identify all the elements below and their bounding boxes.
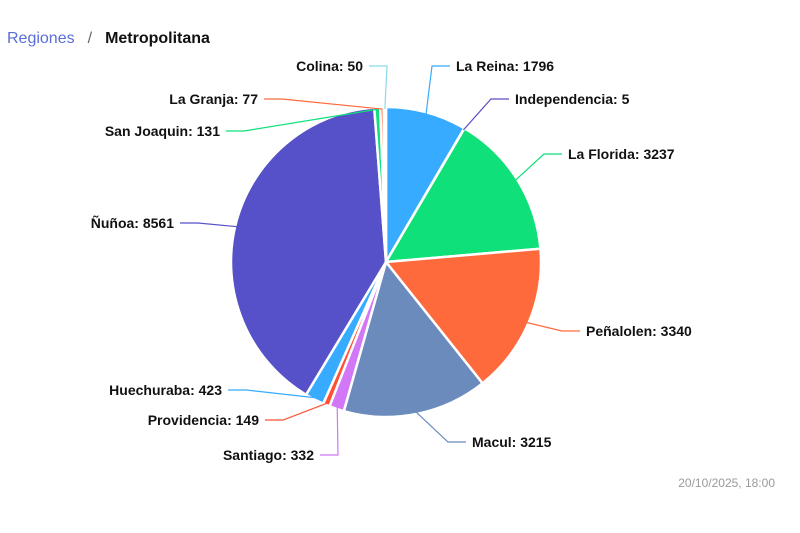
slice-label-independencia: Independencia: 5: [515, 91, 630, 107]
slice-label-nunoa: Ñuñoa: 8561: [91, 214, 174, 231]
leader-line-providencia: [265, 402, 328, 421]
slice-label-penalolen: Peñalolen: 3340: [586, 323, 692, 339]
leader-line-macul: [415, 411, 466, 443]
leader-line-huechuraba: [228, 389, 316, 399]
slice-label-colina: Colina: 50: [296, 58, 363, 74]
slice-label-la-reina: La Reina: 1796: [456, 58, 554, 74]
leader-line-independencia: [462, 98, 509, 131]
breadcrumb-current: Metropolitana: [105, 30, 210, 47]
timestamp: 20/10/2025, 18:00: [678, 476, 775, 490]
leader-line-colina: [369, 65, 388, 110]
leader-line-nunoa: [180, 222, 238, 228]
leader-line-la-granja: [264, 98, 383, 110]
breadcrumb-separator: /: [87, 30, 93, 47]
leader-line-la-reina: [425, 65, 450, 115]
breadcrumb-link-regiones[interactable]: Regiones: [7, 30, 75, 47]
slice-label-san-joaquin: San Joaquin: 131: [105, 123, 220, 139]
leader-line-santiago: [320, 407, 339, 456]
slice-label-macul: Macul: 3215: [472, 434, 552, 450]
breadcrumb: Regiones / Metropolitana: [7, 30, 210, 48]
leader-line-la-florida: [514, 153, 562, 181]
pie-slice-macul[interactable]: [342, 260, 484, 419]
slice-label-huechuraba: Huechuraba: 423: [109, 382, 222, 398]
slice-label-la-granja: La Granja: 77: [169, 91, 258, 107]
slice-label-santiago: Santiago: 332: [223, 447, 314, 463]
leader-line-san-joaquin: [226, 108, 378, 132]
slice-label-la-florida: La Florida: 3237: [568, 146, 675, 162]
leader-line-penalolen: [526, 321, 580, 332]
slice-label-providencia: Providencia: 149: [148, 412, 259, 428]
